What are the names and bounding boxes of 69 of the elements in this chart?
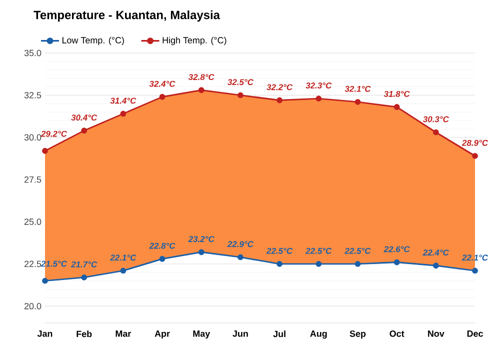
point [472, 152, 478, 159]
x-tick-label: Dec [467, 330, 483, 337]
point [159, 256, 166, 262]
data-label: 22.5°C [344, 248, 371, 254]
y-tick-label: 22.5 [24, 260, 42, 268]
x-tick-label: Oct [390, 330, 404, 337]
data-label: 23.2°C [188, 236, 214, 242]
point [472, 268, 478, 274]
data-label: 30.3°C [422, 116, 450, 122]
data-label: 30.4°C [71, 114, 98, 121]
point [394, 104, 400, 110]
point [276, 97, 282, 104]
point [394, 259, 400, 266]
data-label: 22.9°C [227, 241, 254, 248]
data-label: 22.5°C [266, 248, 293, 254]
point [81, 128, 88, 134]
x-tick-label: Sep [350, 330, 366, 339]
point [81, 274, 88, 280]
point [238, 92, 244, 98]
data-label: 22.8°C [149, 242, 176, 249]
point [354, 98, 361, 105]
point [198, 249, 204, 256]
legend-label: Low Temp. (°C) [62, 36, 124, 46]
data-label: 22.1°C [110, 254, 136, 261]
data-label: 32.4°C [149, 80, 176, 87]
x-tick-label: Jul [273, 330, 286, 338]
data-label: 29.2°C [40, 130, 68, 137]
x-tick-label: May [193, 330, 210, 339]
x-tick-label: Aug [310, 330, 327, 339]
data-label: 32.2°C [266, 84, 293, 90]
point [238, 254, 244, 260]
data-label: 28.9°C [462, 140, 488, 146]
data-label: 31.8°C [384, 90, 410, 97]
point [276, 260, 282, 267]
y-tick-label: 32.5 [24, 92, 42, 98]
x-tick-label: Apr [154, 330, 170, 339]
y-tick-label: 35.0 [24, 50, 42, 56]
data-label: 32.8°C [188, 74, 214, 80]
point [432, 262, 439, 269]
data-label: 22.1°C [462, 254, 488, 261]
x-tick-label: Nov [428, 330, 444, 337]
y-tick-label: 27.5 [24, 176, 42, 183]
data-label: 21.7°C [70, 261, 98, 268]
point [198, 87, 204, 94]
point [354, 260, 361, 267]
y-tick-label: 25.0 [24, 218, 42, 225]
data-label: 32.1°C [344, 86, 371, 92]
point [432, 129, 439, 136]
point [42, 148, 48, 154]
data-label: 32.3°C [306, 82, 332, 88]
chart-title: Temperature - Kuantan, Malaysia [34, 10, 220, 22]
data-label: 32.5°C [228, 79, 254, 86]
point [316, 96, 322, 102]
data-label: 22.5°C [306, 248, 332, 254]
y-tick-label: 20.0 [24, 302, 42, 310]
point [42, 278, 48, 284]
data-label: 31.4°C [110, 98, 136, 104]
x-tick-label: Jun [232, 330, 248, 337]
point [316, 260, 322, 267]
data-label: 22.4°C [422, 250, 450, 256]
x-tick-label: Jan [37, 330, 52, 337]
point [120, 268, 126, 274]
point [120, 110, 126, 117]
point [159, 94, 166, 100]
y-tick-label: 30.0 [24, 134, 42, 141]
legend-label: High Temp. (°C) [162, 36, 226, 46]
x-tick-label: Feb [76, 330, 92, 338]
data-label: 22.6°C [384, 246, 410, 252]
x-tick-label: Mar [116, 330, 132, 337]
